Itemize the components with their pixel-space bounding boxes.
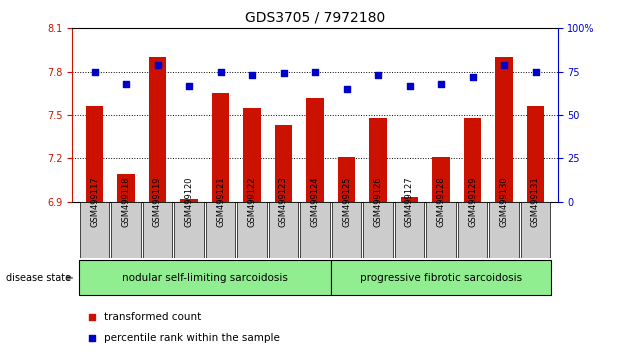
- FancyBboxPatch shape: [174, 202, 204, 258]
- Text: GSM499118: GSM499118: [122, 177, 130, 227]
- FancyBboxPatch shape: [269, 202, 299, 258]
- FancyBboxPatch shape: [363, 202, 393, 258]
- Point: [467, 74, 478, 80]
- Text: disease state: disease state: [6, 273, 71, 283]
- Text: nodular self-limiting sarcoidosis: nodular self-limiting sarcoidosis: [122, 273, 288, 283]
- Text: GSM499123: GSM499123: [279, 177, 288, 227]
- Point: [436, 81, 446, 87]
- FancyBboxPatch shape: [142, 202, 173, 258]
- FancyBboxPatch shape: [332, 202, 362, 258]
- Bar: [86, 107, 103, 202]
- Point: [152, 62, 163, 68]
- Point: [247, 72, 257, 78]
- Text: GSM499129: GSM499129: [468, 177, 477, 227]
- Bar: [243, 108, 261, 202]
- Point: [499, 62, 509, 68]
- Text: GSM499125: GSM499125: [342, 177, 351, 227]
- Point: [87, 335, 97, 341]
- FancyBboxPatch shape: [205, 202, 236, 258]
- Text: progressive fibrotic sarcoidosis: progressive fibrotic sarcoidosis: [360, 273, 522, 283]
- Point: [89, 69, 100, 75]
- Text: GSM499119: GSM499119: [153, 177, 162, 227]
- Text: GSM499128: GSM499128: [437, 177, 445, 227]
- Bar: [212, 93, 229, 202]
- Text: transformed count: transformed count: [104, 312, 201, 322]
- Bar: [149, 57, 166, 202]
- FancyBboxPatch shape: [79, 261, 331, 295]
- Text: GSM499126: GSM499126: [374, 177, 382, 227]
- Bar: [275, 125, 292, 202]
- Bar: [338, 157, 355, 202]
- Point: [310, 69, 320, 75]
- Bar: [401, 198, 418, 202]
- FancyBboxPatch shape: [394, 202, 424, 258]
- Bar: [464, 118, 481, 202]
- FancyBboxPatch shape: [238, 202, 267, 258]
- FancyBboxPatch shape: [489, 202, 518, 258]
- Point: [530, 69, 541, 75]
- Text: GSM499117: GSM499117: [90, 177, 99, 227]
- Point: [215, 69, 226, 75]
- Text: GDS3705 / 7972180: GDS3705 / 7972180: [245, 11, 385, 25]
- Text: GSM499127: GSM499127: [405, 177, 414, 227]
- Bar: [117, 174, 135, 202]
- Bar: [369, 118, 387, 202]
- Text: GSM499121: GSM499121: [216, 177, 225, 227]
- FancyBboxPatch shape: [426, 202, 455, 258]
- Text: GSM499131: GSM499131: [531, 177, 540, 227]
- Point: [373, 72, 383, 78]
- FancyBboxPatch shape: [331, 261, 551, 295]
- FancyBboxPatch shape: [79, 202, 110, 258]
- Bar: [180, 199, 198, 202]
- Text: percentile rank within the sample: percentile rank within the sample: [104, 332, 280, 343]
- FancyBboxPatch shape: [111, 202, 141, 258]
- Point: [87, 314, 97, 320]
- Bar: [306, 98, 324, 202]
- Text: GSM499130: GSM499130: [500, 177, 508, 227]
- Text: GSM499124: GSM499124: [311, 177, 319, 227]
- Point: [184, 83, 194, 88]
- Bar: [527, 107, 544, 202]
- Point: [404, 83, 415, 88]
- Bar: [432, 157, 450, 202]
- Text: GSM499122: GSM499122: [248, 177, 256, 227]
- Bar: [495, 57, 513, 202]
- FancyBboxPatch shape: [457, 202, 488, 258]
- Text: GSM499120: GSM499120: [185, 177, 193, 227]
- FancyBboxPatch shape: [520, 202, 551, 258]
- Point: [121, 81, 131, 87]
- Point: [278, 70, 289, 76]
- FancyBboxPatch shape: [301, 202, 330, 258]
- Point: [341, 86, 352, 92]
